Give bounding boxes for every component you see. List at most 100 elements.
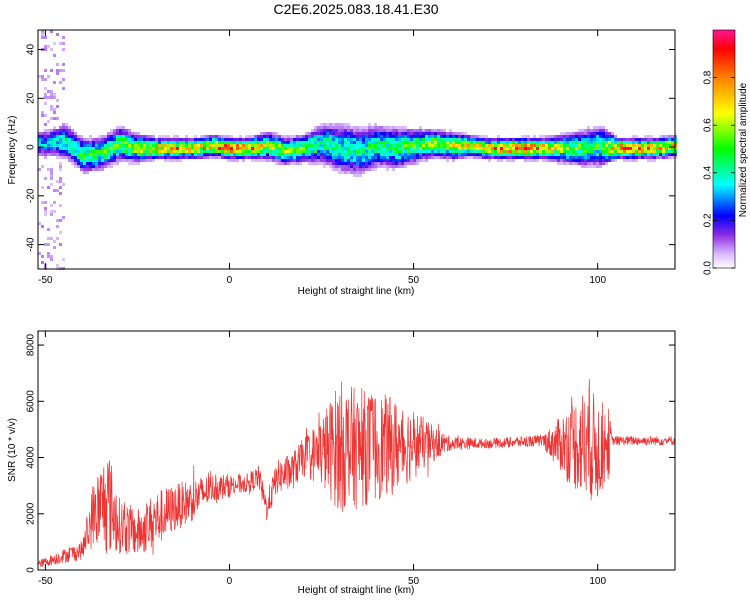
spectrogram-cell [371,138,374,141]
spectrogram-cell [68,126,71,129]
spectrogram-cell [599,147,602,150]
spectrogram-cell [563,135,566,138]
spectrogram-cell [305,153,308,156]
spectrogram-cell [431,141,434,144]
spectrogram-cell [95,162,98,165]
spectrogram-cell [320,153,323,156]
spectrogram-cell [77,156,80,159]
spectrogram-cell [188,153,191,156]
spectrogram-cell [86,165,89,168]
spectrogram-cell [95,168,98,171]
spectrogram-cell [293,135,296,138]
spectrogram-cell [605,132,608,135]
spectrogram-cell [335,156,338,159]
spectrogram-cell [56,144,59,147]
spectrogram-cell [383,126,386,129]
spectrogram-cell [419,159,422,162]
spectrogram-cell [128,159,131,162]
spectrogram-cell [203,138,206,141]
spectrogram-cell [50,30,53,33]
spectrogram-cell [545,153,548,156]
spectrogram-cell [653,156,656,159]
spectrogram-cell [623,147,626,150]
spectrogram-cell [74,138,77,141]
spectrogram-cell [497,135,500,138]
spectrogram-cell [254,135,257,138]
spectrogram-cell [401,165,404,168]
spectrogram-cell [458,132,461,135]
spectrogram-cell [146,135,149,138]
spectrogram-cell [524,153,527,156]
spectrogram-cell [548,153,551,156]
spectrogram-cell [128,132,131,135]
spectrogram-cell [239,156,242,159]
spectrogram-cell [203,144,206,147]
spectrogram-cell [341,159,344,162]
spectrogram-cell [404,132,407,135]
spectrogram-cell [452,156,455,159]
spectrogram-cell [248,156,251,159]
spectrogram-cell [476,153,479,156]
spectrogram-cell [314,126,317,129]
spectrogram-cell [410,159,413,162]
spectrogram-cell [542,159,545,162]
spectrogram-cell [569,153,572,156]
spectrogram-cell [422,150,425,153]
spectrogram-cell [425,138,428,141]
spectrogram-cell [671,156,674,159]
spectrogram-cell [104,165,107,168]
spectrogram-cell [56,69,59,72]
spectrogram-cell [116,153,119,156]
spectrogram-cell [143,144,146,147]
spectrogram-cell [668,135,671,138]
spectrogram-cell [308,147,311,150]
spectrogram-cell [593,147,596,150]
spectrogram-cell [401,135,404,138]
spectrogram-cell [551,144,554,147]
spectrogram-cell [224,147,227,150]
spectrogram-cell [41,153,44,156]
spectrogram-cell [74,156,77,159]
spectrogram-cell [83,147,86,150]
spectrogram-cell [383,147,386,150]
spectrogram-cell [218,144,221,147]
spectrogram-cell [428,135,431,138]
spectrogram-cell [326,144,329,147]
spectrogram-cell [569,156,572,159]
spectrogram-cell [356,156,359,159]
spectrogram-cell [560,144,563,147]
spectrogram-cell [83,144,86,147]
spectrogram-cell [557,153,560,156]
spectrogram-cell [131,141,134,144]
spectrogram-cell [263,141,266,144]
spectrogram-cell [494,156,497,159]
spectrogram-cell [638,147,641,150]
spectrogram-cell [296,135,299,138]
spectrogram-cell [47,255,50,258]
spectrogram-cell [353,159,356,162]
spectrogram-cell [347,126,350,129]
spectrogram-cell [59,144,62,147]
spectrogram-cell [341,153,344,156]
spectrogram-cell [404,147,407,150]
spectrogram-cell [110,132,113,135]
spectrogram-cell [206,147,209,150]
spectrogram-cell [518,156,521,159]
spectrogram-cell [350,138,353,141]
spectrogram-cell [56,105,59,108]
spectrogram-cell [359,141,362,144]
spectrogram-cell [602,159,605,162]
spectrogram-cell [413,162,416,165]
spectrogram-cell [317,147,320,150]
spectrogram-cell [650,141,653,144]
spectrogram-cell [257,150,260,153]
spectrogram-cell [107,162,110,165]
spectrogram-cell [104,150,107,153]
spectrogram-cell [572,135,575,138]
spectrogram-cell [605,129,608,132]
spectrogram-cell [44,132,47,135]
spectrogram-cell [668,144,671,147]
spectrogram-cell [257,138,260,141]
spectrogram-cell [467,135,470,138]
